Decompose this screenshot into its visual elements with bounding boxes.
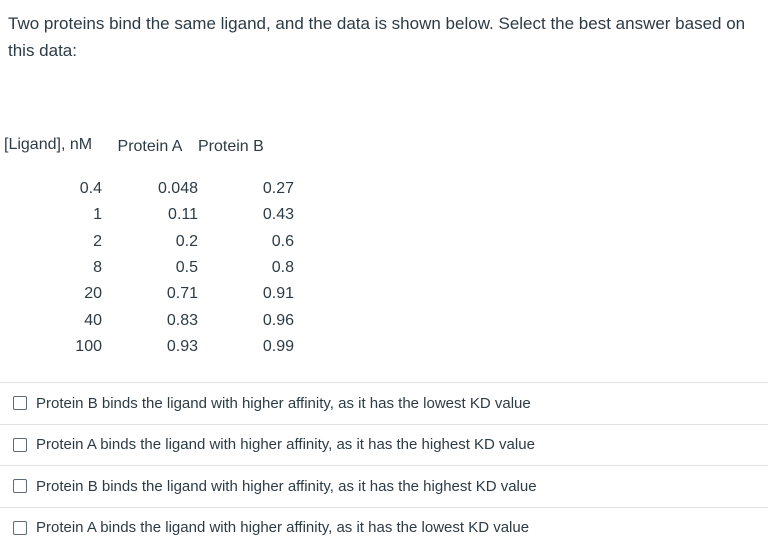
protein-b-cell: 0.99 xyxy=(262,337,294,355)
answer-option-4[interactable]: Protein A binds the ligand with higher a… xyxy=(0,506,768,549)
table-row: 8 0.5 0.8 xyxy=(4,255,294,281)
protein-b-cell: 0.43 xyxy=(262,206,294,224)
table-header-row: [Ligand], nM Protein A Protein B xyxy=(4,118,294,176)
protein-b-cell: 0.91 xyxy=(262,285,294,303)
table-row: 2 0.2 0.6 xyxy=(4,229,294,255)
header-ligand: [Ligand], nM xyxy=(4,136,93,153)
checkbox-icon[interactable] xyxy=(13,479,27,494)
checkbox-icon[interactable] xyxy=(13,396,27,411)
protein-a-cell: 0.048 xyxy=(157,180,198,198)
ligand-cell: 0.4 xyxy=(79,180,102,198)
ligand-cell: 1 xyxy=(93,206,102,224)
protein-a-cell: 0.5 xyxy=(175,259,198,277)
ligand-cell: 100 xyxy=(75,337,102,355)
header-protein-b: Protein B xyxy=(198,138,264,155)
answer-option-label: Protein B binds the ligand with higher a… xyxy=(36,394,531,412)
protein-b-cell: 0.8 xyxy=(271,259,294,277)
answer-option-label: Protein A binds the ligand with higher a… xyxy=(36,519,530,537)
protein-b-cell: 0.27 xyxy=(262,180,294,198)
question-text: Two proteins bind the same ligand, and t… xyxy=(8,14,746,60)
table-row: 20 0.71 0.91 xyxy=(4,281,294,307)
answer-option-label: Protein B binds the ligand with higher a… xyxy=(36,477,537,495)
answer-option-1[interactable]: Protein B binds the ligand with higher a… xyxy=(0,382,768,424)
answer-options: Protein B binds the ligand with higher a… xyxy=(0,382,768,548)
protein-a-cell: 0.83 xyxy=(166,311,198,329)
protein-a-cell: 0.2 xyxy=(175,232,198,250)
ligand-cell: 8 xyxy=(93,259,102,277)
protein-b-cell: 0.6 xyxy=(271,232,294,250)
table-row: 40 0.83 0.96 xyxy=(4,307,294,333)
ligand-cell: 40 xyxy=(84,311,102,329)
table-row: 1 0.11 0.43 xyxy=(4,202,294,228)
table-row: 0.4 0.048 0.27 xyxy=(4,176,294,202)
protein-a-cell: 0.11 xyxy=(168,206,198,224)
ligand-binding-table: [Ligand], nM Protein A Protein B 0.4 0.0… xyxy=(4,118,294,360)
protein-a-cell: 0.93 xyxy=(166,337,198,355)
answer-option-3[interactable]: Protein B binds the ligand with higher a… xyxy=(0,465,768,507)
checkbox-icon[interactable] xyxy=(13,437,27,452)
checkbox-icon[interactable] xyxy=(13,520,27,535)
answer-option-2[interactable]: Protein A binds the ligand with higher a… xyxy=(0,423,768,466)
table-row: 100 0.93 0.99 xyxy=(4,334,294,360)
ligand-cell: 20 xyxy=(84,285,102,303)
header-protein-a: Protein A xyxy=(117,138,183,155)
protein-b-cell: 0.96 xyxy=(262,311,294,329)
answer-option-label: Protein A binds the ligand with higher a… xyxy=(36,436,535,454)
protein-a-cell: 0.71 xyxy=(166,285,198,303)
ligand-cell: 2 xyxy=(93,232,102,250)
